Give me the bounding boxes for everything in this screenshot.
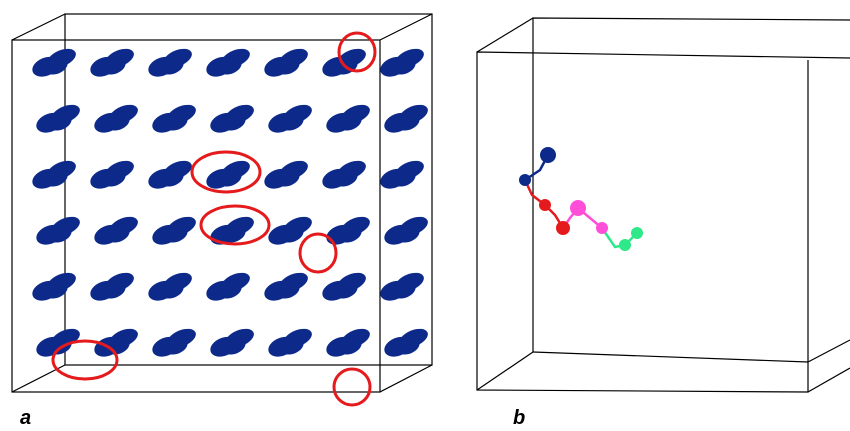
- cluster: [381, 101, 432, 138]
- cluster: [203, 269, 254, 306]
- panel-b: b: [477, 18, 850, 429]
- cluster: [265, 325, 316, 362]
- cluster: [149, 325, 200, 362]
- cluster: [203, 45, 254, 82]
- cluster: [261, 45, 312, 82]
- cluster: [87, 45, 138, 82]
- cluster: [33, 325, 84, 362]
- cluster: [207, 101, 258, 138]
- polymer-chain: [519, 147, 643, 251]
- cluster: [87, 269, 138, 306]
- figure: a b: [0, 0, 850, 431]
- cluster: [29, 269, 80, 306]
- panel-label: b: [513, 407, 525, 429]
- cluster: [377, 269, 428, 306]
- cluster: [33, 213, 84, 250]
- cluster: [145, 157, 196, 194]
- panel-label: a: [20, 407, 31, 429]
- cluster: [319, 45, 370, 82]
- cluster: [149, 101, 200, 138]
- cluster: [319, 157, 370, 194]
- cluster: [261, 269, 312, 306]
- cluster: [377, 45, 428, 82]
- cluster: [265, 101, 316, 138]
- cluster: [145, 45, 196, 82]
- panel-a: a: [12, 14, 432, 429]
- cluster: [145, 269, 196, 306]
- molecule-clusters: [29, 45, 432, 362]
- cluster: [381, 213, 432, 250]
- box-wireframe: [477, 18, 850, 392]
- cluster: [91, 101, 142, 138]
- cluster: [265, 213, 316, 250]
- cluster: [87, 157, 138, 194]
- cluster: [377, 157, 428, 194]
- cluster: [319, 269, 370, 306]
- cluster: [207, 325, 258, 362]
- cluster: [29, 157, 80, 194]
- cluster: [91, 213, 142, 250]
- cluster: [33, 101, 84, 138]
- cluster: [323, 101, 374, 138]
- cluster: [261, 157, 312, 194]
- cluster: [29, 45, 80, 82]
- cluster: [323, 213, 374, 250]
- cluster: [381, 325, 432, 362]
- cluster: [149, 213, 200, 250]
- cluster: [323, 325, 374, 362]
